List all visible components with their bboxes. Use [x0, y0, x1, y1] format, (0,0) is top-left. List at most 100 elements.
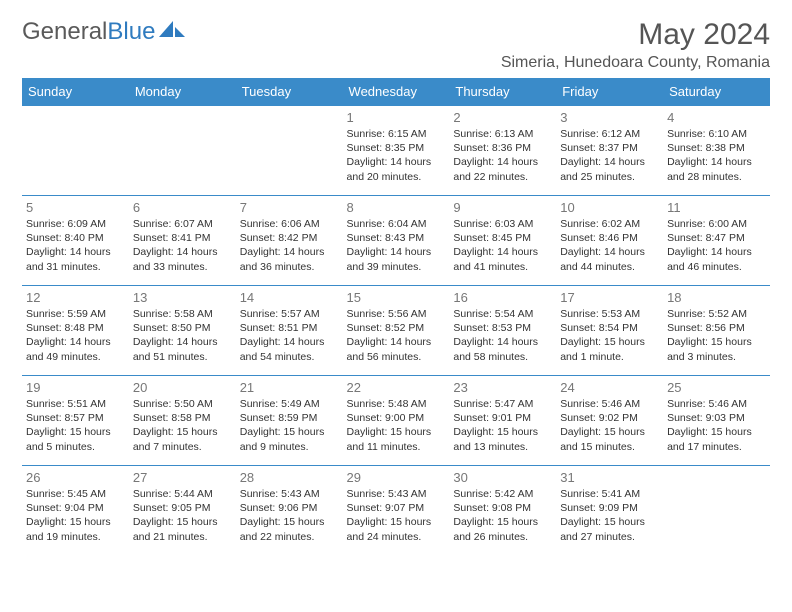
day-number: 23: [453, 380, 552, 395]
day-info: Sunrise: 6:06 AMSunset: 8:42 PMDaylight:…: [240, 217, 339, 274]
calendar-cell: [22, 106, 129, 196]
calendar-cell: [236, 106, 343, 196]
calendar-row: 12Sunrise: 5:59 AMSunset: 8:48 PMDayligh…: [22, 286, 770, 376]
calendar-cell: 7Sunrise: 6:06 AMSunset: 8:42 PMDaylight…: [236, 196, 343, 286]
calendar-cell: 8 Sunrise: 6:04 AMSunset: 8:43 PMDaylight…: [343, 196, 450, 286]
calendar-cell: 10 Sunrise: 6:02 AMSunset: 8:46 PMDayligh…: [556, 196, 663, 286]
calendar-cell: 9Sunrise: 6:03 AMSunset: 8:45 PMDaylight…: [449, 196, 556, 286]
calendar-cell: 14Sunrise: 5:57 AMSunset: 8:51 PMDayligh…: [236, 286, 343, 376]
logo-sail-icon: [159, 18, 185, 46]
day-number: 4: [667, 110, 766, 125]
day-number: 13: [133, 290, 232, 305]
calendar-cell: 17Sunrise: 5:53 AMSunset: 8:54 PMDayligh…: [556, 286, 663, 376]
day-info: Sunrise: 5:58 AMSunset: 8:50 PMDaylight:…: [133, 307, 232, 364]
calendar-cell: 25 Sunrise: 5:46 AMSunset: 9:03 PMDayligh…: [663, 376, 770, 466]
weekday-header: Monday: [129, 78, 236, 106]
calendar-row: 5Sunrise: 6:09 AMSunset: 8:40 PMDaylight…: [22, 196, 770, 286]
day-number: 8: [347, 200, 446, 215]
calendar-cell: 28 Sunrise: 5:43 AMSunset: 9:06 PMDayligh…: [236, 466, 343, 556]
day-info: Sunrise: 6:00 AMSunset: 8:47 PMDaylight:…: [667, 217, 766, 274]
day-info: Sunrise: 5:47 AMSunset: 9:01 PMDaylight:…: [453, 397, 552, 454]
day-info: Sunrise: 6:09 AMSunset: 8:40 PMDaylight:…: [26, 217, 125, 274]
calendar-row: 19 Sunrise: 5:51 AMSunset: 8:57 PMDayligh…: [22, 376, 770, 466]
calendar-row: 1 Sunrise: 6:15 AMSunset: 8:35 PMDaylight…: [22, 106, 770, 196]
calendar-cell: 11 Sunrise: 6:00 AMSunset: 8:47 PMDayligh…: [663, 196, 770, 286]
calendar-cell: 26 Sunrise: 5:45 AMSunset: 9:04 PMDayligh…: [22, 466, 129, 556]
day-info: Sunrise: 5:52 AMSunset: 8:56 PMDaylight:…: [667, 307, 766, 364]
calendar-cell: 12Sunrise: 5:59 AMSunset: 8:48 PMDayligh…: [22, 286, 129, 376]
day-info: Sunrise: 6:02 AMSunset: 8:46 PMDaylight:…: [560, 217, 659, 274]
calendar-cell: 16 Sunrise: 5:54 AMSunset: 8:53 PMDayligh…: [449, 286, 556, 376]
calendar-row: 26 Sunrise: 5:45 AMSunset: 9:04 PMDayligh…: [22, 466, 770, 556]
calendar-cell: 13 Sunrise: 5:58 AMSunset: 8:50 PMDayligh…: [129, 286, 236, 376]
day-info: Sunrise: 5:45 AMSunset: 9:04 PMDaylight:…: [26, 487, 125, 544]
day-info: Sunrise: 5:50 AMSunset: 8:58 PMDaylight:…: [133, 397, 232, 454]
day-number: 6: [133, 200, 232, 215]
day-info: Sunrise: 6:10 AMSunset: 8:38 PMDaylight:…: [667, 127, 766, 184]
day-info: Sunrise: 6:15 AMSunset: 8:35 PMDaylight:…: [347, 127, 446, 184]
weekday-header: Tuesday: [236, 78, 343, 106]
day-number: 1: [347, 110, 446, 125]
day-info: Sunrise: 6:03 AMSunset: 8:45 PMDaylight:…: [453, 217, 552, 274]
calendar-cell: 31Sunrise: 5:41 AMSunset: 9:09 PMDayligh…: [556, 466, 663, 556]
day-info: Sunrise: 6:12 AMSunset: 8:37 PMDaylight:…: [560, 127, 659, 184]
calendar-cell: 21 Sunrise: 5:49 AMSunset: 8:59 PMDayligh…: [236, 376, 343, 466]
calendar-cell: 29 Sunrise: 5:43 AMSunset: 9:07 PMDayligh…: [343, 466, 450, 556]
weekday-header-row: Sunday Monday Tuesday Wednesday Thursday…: [22, 78, 770, 106]
day-number: 17: [560, 290, 659, 305]
calendar-cell: 2 Sunrise: 6:13 AMSunset: 8:36 PMDaylight…: [449, 106, 556, 196]
calendar-cell: 15Sunrise: 5:56 AMSunset: 8:52 PMDayligh…: [343, 286, 450, 376]
calendar-cell: 27 Sunrise: 5:44 AMSunset: 9:05 PMDayligh…: [129, 466, 236, 556]
calendar-cell: 4 Sunrise: 6:10 AMSunset: 8:38 PMDaylight…: [663, 106, 770, 196]
calendar-cell: 3Sunrise: 6:12 AMSunset: 8:37 PMDaylight…: [556, 106, 663, 196]
calendar-cell: 22 Sunrise: 5:48 AMSunset: 9:00 PMDayligh…: [343, 376, 450, 466]
calendar-cell: 30 Sunrise: 5:42 AMSunset: 9:08 PMDayligh…: [449, 466, 556, 556]
day-number: 27: [133, 470, 232, 485]
day-number: 28: [240, 470, 339, 485]
calendar-cell: [663, 466, 770, 556]
day-info: Sunrise: 5:59 AMSunset: 8:48 PMDaylight:…: [26, 307, 125, 364]
day-number: 29: [347, 470, 446, 485]
day-info: Sunrise: 5:43 AMSunset: 9:06 PMDaylight:…: [240, 487, 339, 544]
day-number: 19: [26, 380, 125, 395]
day-number: 25: [667, 380, 766, 395]
brand-part1: General: [22, 18, 107, 46]
day-info: Sunrise: 5:48 AMSunset: 9:00 PMDaylight:…: [347, 397, 446, 454]
brand-part2: Blue: [107, 18, 155, 46]
calendar-cell: 20Sunrise: 5:50 AMSunset: 8:58 PMDayligh…: [129, 376, 236, 466]
day-number: 16: [453, 290, 552, 305]
calendar-cell: 6 Sunrise: 6:07 AMSunset: 8:41 PMDaylight…: [129, 196, 236, 286]
day-info: Sunrise: 6:04 AMSunset: 8:43 PMDaylight:…: [347, 217, 446, 274]
calendar-table: Sunday Monday Tuesday Wednesday Thursday…: [22, 78, 770, 556]
day-number: 26: [26, 470, 125, 485]
day-info: Sunrise: 5:44 AMSunset: 9:05 PMDaylight:…: [133, 487, 232, 544]
weekday-header: Wednesday: [343, 78, 450, 106]
brand-logo: GeneralBlue: [22, 18, 185, 46]
day-number: 14: [240, 290, 339, 305]
calendar-cell: 19 Sunrise: 5:51 AMSunset: 8:57 PMDayligh…: [22, 376, 129, 466]
day-info: Sunrise: 6:07 AMSunset: 8:41 PMDaylight:…: [133, 217, 232, 274]
weekday-header: Thursday: [449, 78, 556, 106]
day-info: Sunrise: 5:46 AMSunset: 9:02 PMDaylight:…: [560, 397, 659, 454]
location-text: Simeria, Hunedoara County, Romania: [22, 54, 770, 72]
weekday-header: Sunday: [22, 78, 129, 106]
day-number: 24: [560, 380, 659, 395]
calendar-cell: 24 Sunrise: 5:46 AMSunset: 9:02 PMDayligh…: [556, 376, 663, 466]
calendar-cell: [129, 106, 236, 196]
day-info: Sunrise: 5:42 AMSunset: 9:08 PMDaylight:…: [453, 487, 552, 544]
day-info: Sunrise: 6:13 AMSunset: 8:36 PMDaylight:…: [453, 127, 552, 184]
day-info: Sunrise: 5:49 AMSunset: 8:59 PMDaylight:…: [240, 397, 339, 454]
day-number: 10: [560, 200, 659, 215]
day-number: 2: [453, 110, 552, 125]
day-info: Sunrise: 5:56 AMSunset: 8:52 PMDaylight:…: [347, 307, 446, 364]
page-title: May 2024: [638, 18, 770, 52]
day-info: Sunrise: 5:46 AMSunset: 9:03 PMDaylight:…: [667, 397, 766, 454]
calendar-cell: 1 Sunrise: 6:15 AMSunset: 8:35 PMDaylight…: [343, 106, 450, 196]
day-info: Sunrise: 5:43 AMSunset: 9:07 PMDaylight:…: [347, 487, 446, 544]
day-info: Sunrise: 5:54 AMSunset: 8:53 PMDaylight:…: [453, 307, 552, 364]
day-number: 21: [240, 380, 339, 395]
day-number: 22: [347, 380, 446, 395]
day-number: 11: [667, 200, 766, 215]
day-number: 30: [453, 470, 552, 485]
day-info: Sunrise: 5:51 AMSunset: 8:57 PMDaylight:…: [26, 397, 125, 454]
